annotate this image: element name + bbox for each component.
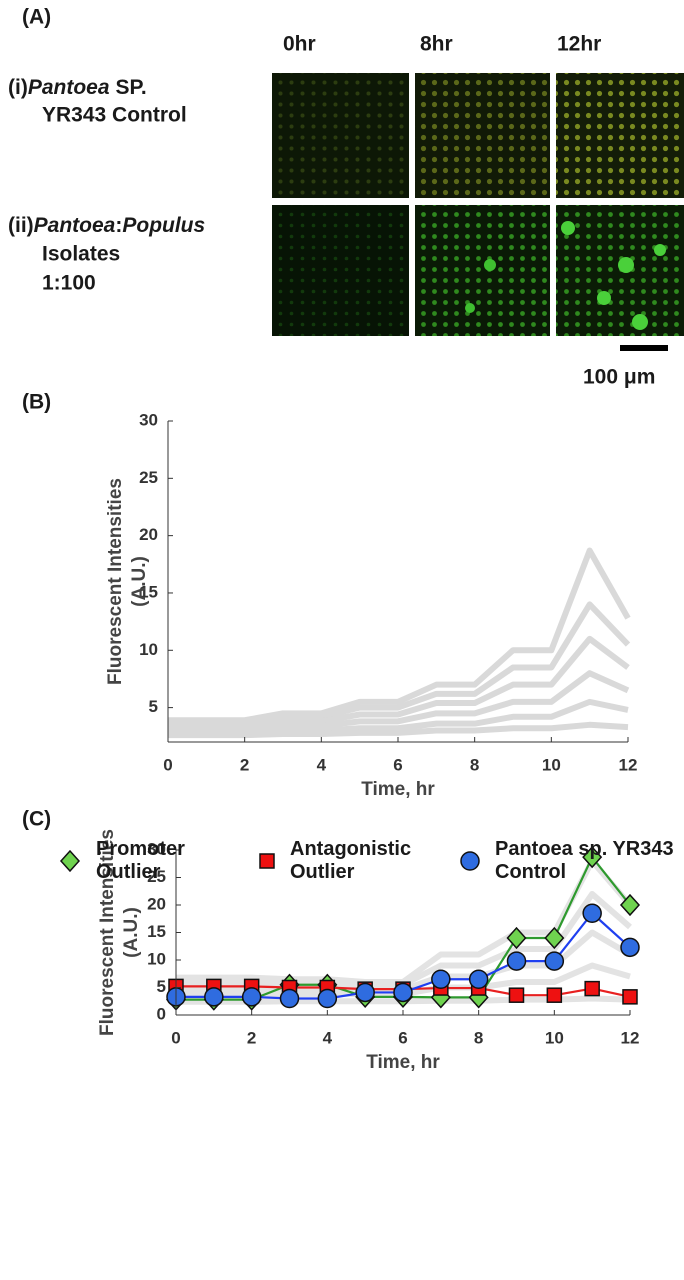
colony bbox=[484, 259, 496, 271]
x-tick-label: 10 bbox=[542, 755, 561, 774]
y-tick-label: 30 bbox=[139, 410, 158, 429]
marker bbox=[585, 982, 599, 996]
x-axis-label: Time, hr bbox=[361, 779, 435, 800]
x-tick-label: 8 bbox=[474, 1028, 483, 1047]
row-label: Isolates bbox=[42, 243, 120, 266]
marker bbox=[205, 988, 223, 1006]
panel-label: (A) bbox=[22, 6, 51, 29]
x-tick-label: 12 bbox=[621, 1028, 640, 1047]
image bbox=[272, 73, 409, 198]
marker bbox=[547, 988, 561, 1002]
row-label: (ii)Pantoea:Populus bbox=[8, 214, 205, 237]
x-axis-label: Time, hr bbox=[366, 1052, 440, 1073]
micrographs bbox=[272, 73, 684, 336]
scale-label: 100 μm bbox=[583, 366, 655, 389]
x-tick-label: 8 bbox=[470, 755, 479, 774]
legend-marker bbox=[61, 851, 79, 871]
colony bbox=[597, 291, 611, 305]
marker bbox=[281, 990, 299, 1008]
time-label: 12hr bbox=[557, 33, 601, 56]
marker bbox=[621, 938, 639, 956]
y-tick-label: 5 bbox=[157, 977, 166, 996]
marker bbox=[394, 983, 412, 1001]
y-tick-label: 25 bbox=[139, 468, 158, 487]
x-tick-label: 2 bbox=[247, 1028, 256, 1047]
row-label: YR343 Control bbox=[42, 104, 187, 127]
image bbox=[415, 205, 550, 336]
marker bbox=[583, 904, 601, 922]
row-sep: : bbox=[115, 214, 122, 237]
image bbox=[556, 205, 684, 336]
image bbox=[415, 73, 550, 198]
y-tick-label: 10 bbox=[139, 640, 158, 659]
colony bbox=[632, 314, 648, 330]
marker bbox=[243, 988, 261, 1006]
colony bbox=[618, 257, 634, 273]
legend-marker bbox=[260, 854, 274, 868]
x-tick-label: 4 bbox=[323, 1028, 333, 1047]
legend-label: Antagonistic Outlier bbox=[290, 838, 440, 884]
x-tick-label: 4 bbox=[317, 755, 327, 774]
x-tick-label: 6 bbox=[393, 755, 402, 774]
image bbox=[556, 73, 684, 198]
legend-label: Promoter Outlier bbox=[96, 838, 246, 884]
row-label: 1:100 bbox=[42, 272, 96, 295]
marker bbox=[508, 952, 526, 970]
x-tick-label: 6 bbox=[398, 1028, 407, 1047]
x-tick-label: 10 bbox=[545, 1028, 564, 1047]
marker bbox=[432, 970, 450, 988]
y-tick-label: 5 bbox=[149, 697, 158, 716]
time-label: 8hr bbox=[420, 33, 453, 56]
row-species: Pantoea bbox=[28, 76, 110, 99]
x-tick-label: 0 bbox=[171, 1028, 180, 1047]
image bbox=[272, 205, 409, 336]
panel-label: (C) bbox=[22, 808, 51, 831]
figure: (A) 0hr 8hr 12hr (i)PantoeaSP. YR343 Con… bbox=[0, 0, 684, 1280]
marker bbox=[623, 990, 637, 1004]
y-axis-label: (A.U.) bbox=[129, 556, 150, 607]
x-tick-label: 2 bbox=[240, 755, 249, 774]
marker bbox=[356, 983, 374, 1001]
colony bbox=[561, 221, 575, 235]
scale-bar bbox=[620, 345, 668, 351]
legend-marker bbox=[461, 852, 479, 870]
row-species: Populus bbox=[122, 214, 205, 237]
y-tick-label: 0 bbox=[157, 1004, 166, 1023]
marker bbox=[318, 990, 336, 1008]
y-tick-label: 20 bbox=[147, 894, 166, 913]
y-tick-label: 10 bbox=[147, 949, 166, 968]
canvas: (A) 0hr 8hr 12hr (i)PantoeaSP. YR343 Con… bbox=[0, 0, 684, 1280]
row-suffix: SP. bbox=[116, 76, 147, 99]
time-label: 0hr bbox=[283, 33, 316, 56]
row-prefix: (ii) bbox=[8, 214, 34, 237]
colony bbox=[654, 244, 666, 256]
row-prefix: (i) bbox=[8, 76, 28, 99]
y-axis-label: Fluorescent Intensities bbox=[105, 478, 126, 685]
colony bbox=[465, 303, 475, 313]
legend-label: Pantoea sp. YR343 Control bbox=[495, 838, 680, 884]
y-axis-label: (A.U.) bbox=[121, 907, 142, 958]
row-label: (i)Pantoea SP. bbox=[8, 76, 147, 99]
marker bbox=[510, 988, 524, 1002]
panel-label: (B) bbox=[22, 391, 51, 414]
y-tick-label: 20 bbox=[139, 525, 158, 544]
x-tick-label: 12 bbox=[619, 755, 638, 774]
marker bbox=[545, 952, 563, 970]
marker bbox=[470, 970, 488, 988]
row-species: Pantoea bbox=[34, 214, 116, 237]
x-tick-label: 0 bbox=[163, 755, 172, 774]
y-tick-label: 15 bbox=[147, 922, 166, 941]
